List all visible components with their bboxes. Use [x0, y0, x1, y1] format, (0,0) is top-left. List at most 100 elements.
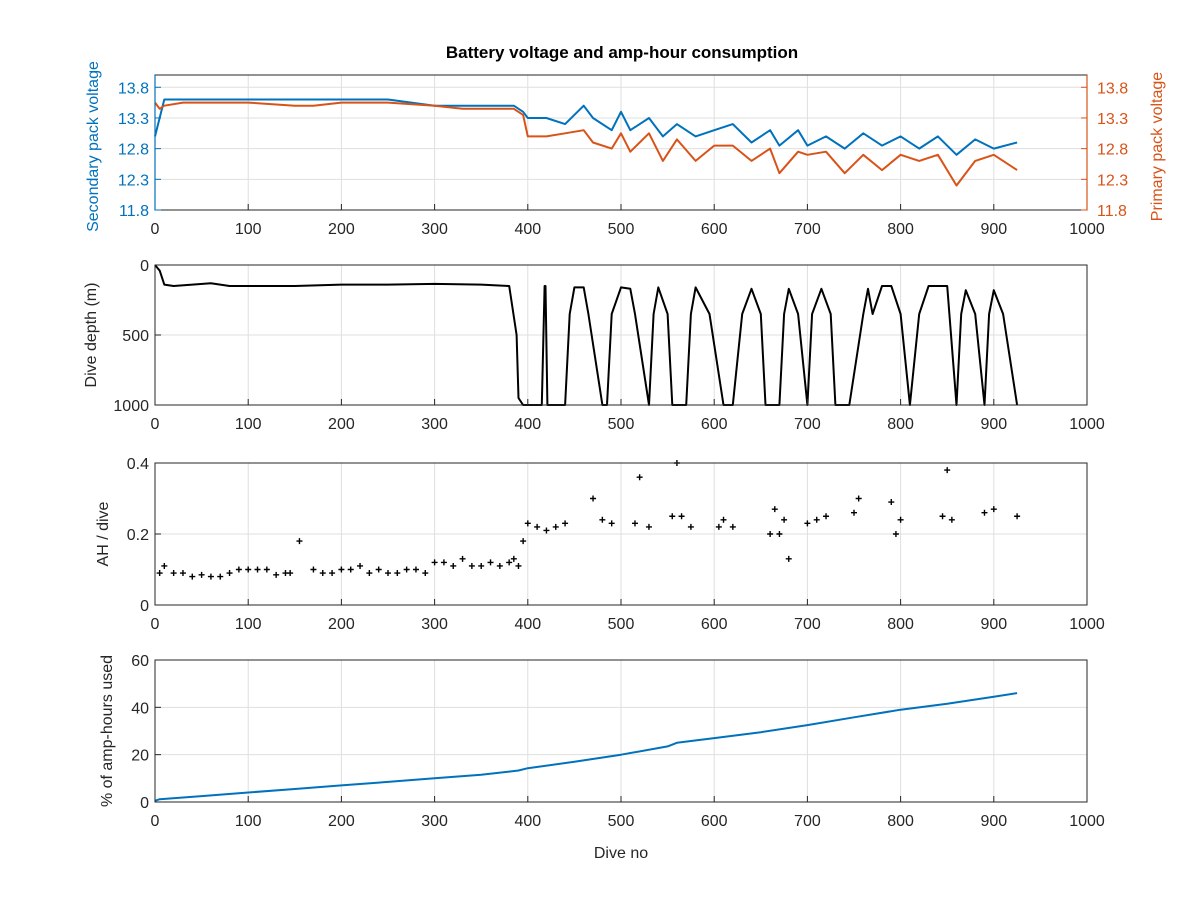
x-tick-label: 200 [328, 416, 355, 433]
x-tick-label: 400 [514, 416, 541, 433]
data-point [1014, 513, 1021, 520]
x-tick-label: 500 [608, 416, 635, 433]
x-tick-label: 0 [151, 416, 160, 433]
data-point [767, 531, 774, 537]
data-point [948, 516, 955, 523]
panel-3-series [156, 460, 1021, 580]
data-point [543, 527, 550, 534]
data-point [813, 516, 820, 523]
data-point [892, 531, 899, 537]
data-point [552, 523, 559, 530]
data-point [431, 559, 438, 566]
y-tick-label: 0.2 [127, 527, 149, 544]
x-tick-label: 800 [887, 221, 914, 238]
x-tick-label: 100 [235, 813, 262, 830]
x-tick-label: 100 [235, 221, 262, 238]
data-point [771, 506, 778, 513]
data-point [357, 562, 364, 569]
data-point [888, 499, 895, 506]
secondary-voltage-line [154, 98, 1018, 156]
data-point [156, 570, 163, 577]
x-tick-label: 0 [151, 221, 160, 238]
x-tick-label: 800 [887, 616, 914, 633]
x-tick-label: 600 [701, 813, 728, 830]
data-point [715, 523, 722, 530]
x-tick-label: 1000 [1069, 416, 1105, 433]
data-point [510, 555, 517, 562]
data-point [631, 520, 638, 527]
data-point [599, 516, 606, 523]
x-tick-label: 700 [794, 616, 821, 633]
data-point [851, 509, 857, 516]
x-tick-label: 700 [794, 416, 821, 433]
data-point [897, 516, 904, 523]
data-point [263, 566, 270, 573]
data-point [687, 523, 694, 530]
x-tick-label: 0 [151, 616, 160, 633]
data-point [534, 523, 541, 530]
data-point [468, 562, 475, 569]
data-point [319, 570, 326, 577]
x-tick-label: 800 [887, 416, 914, 433]
data-point [385, 570, 391, 577]
data-point [729, 523, 736, 530]
data-point [329, 570, 336, 577]
data-point [254, 566, 261, 573]
data-point [394, 570, 401, 577]
y-tick-label: 0 [140, 598, 149, 615]
data-point [412, 566, 419, 573]
right-y-tick-label: 12.8 [1097, 142, 1128, 159]
x-tick-label: 500 [608, 221, 635, 238]
x-tick-label: 900 [980, 221, 1007, 238]
data-point [981, 509, 988, 516]
data-point [990, 506, 997, 513]
y-tick-label: 40 [131, 700, 149, 717]
x-tick-label: 1000 [1069, 616, 1105, 633]
data-point [944, 467, 951, 474]
x-tick-label: 700 [794, 221, 821, 238]
y-tick-label: 11.8 [119, 203, 149, 220]
x-tick-label: 300 [421, 416, 448, 433]
data-point [245, 566, 252, 573]
data-point [496, 562, 503, 569]
data-point [590, 495, 597, 502]
data-point [217, 573, 224, 580]
data-point [273, 571, 280, 578]
x-tick-label: 1000 [1069, 221, 1105, 238]
data-point [636, 474, 643, 481]
data-point [515, 562, 522, 569]
panel-1-series [154, 98, 1018, 187]
data-point [776, 531, 783, 537]
data-point [645, 523, 652, 530]
y-tick-label: 0.4 [127, 456, 149, 473]
data-point [720, 516, 727, 523]
panel-4-series [154, 692, 1018, 802]
x-tick-label: 900 [980, 416, 1007, 433]
series-line [154, 692, 1018, 802]
x-tick-label: 900 [980, 616, 1007, 633]
y-tick-label: 0 [140, 258, 149, 275]
y-axis-label-left: Secondary pack voltage [85, 61, 102, 232]
x-tick-label: 500 [608, 813, 635, 830]
y-tick-label: 60 [131, 653, 149, 670]
data-point [161, 562, 168, 569]
primary-voltage-line [154, 101, 1018, 187]
data-point [608, 520, 615, 527]
y-tick-label: 12.3 [118, 172, 149, 189]
y-tick-label: 1000 [113, 398, 149, 415]
y-axis-label-right: Primary pack voltage [1149, 72, 1166, 221]
x-tick-label: 1000 [1069, 813, 1105, 830]
y-axis-label: % of amp-hours used [99, 655, 116, 807]
data-point [678, 513, 685, 520]
y-tick-label: 20 [131, 748, 149, 765]
x-tick-label: 800 [887, 813, 914, 830]
data-point [823, 513, 830, 520]
x-tick-label: 900 [980, 813, 1007, 830]
x-tick-label: 500 [608, 616, 635, 633]
x-tick-label: 200 [328, 221, 355, 238]
data-point [440, 559, 447, 566]
data-point [189, 573, 196, 580]
data-point [450, 562, 457, 569]
x-tick-label: 300 [421, 221, 448, 238]
